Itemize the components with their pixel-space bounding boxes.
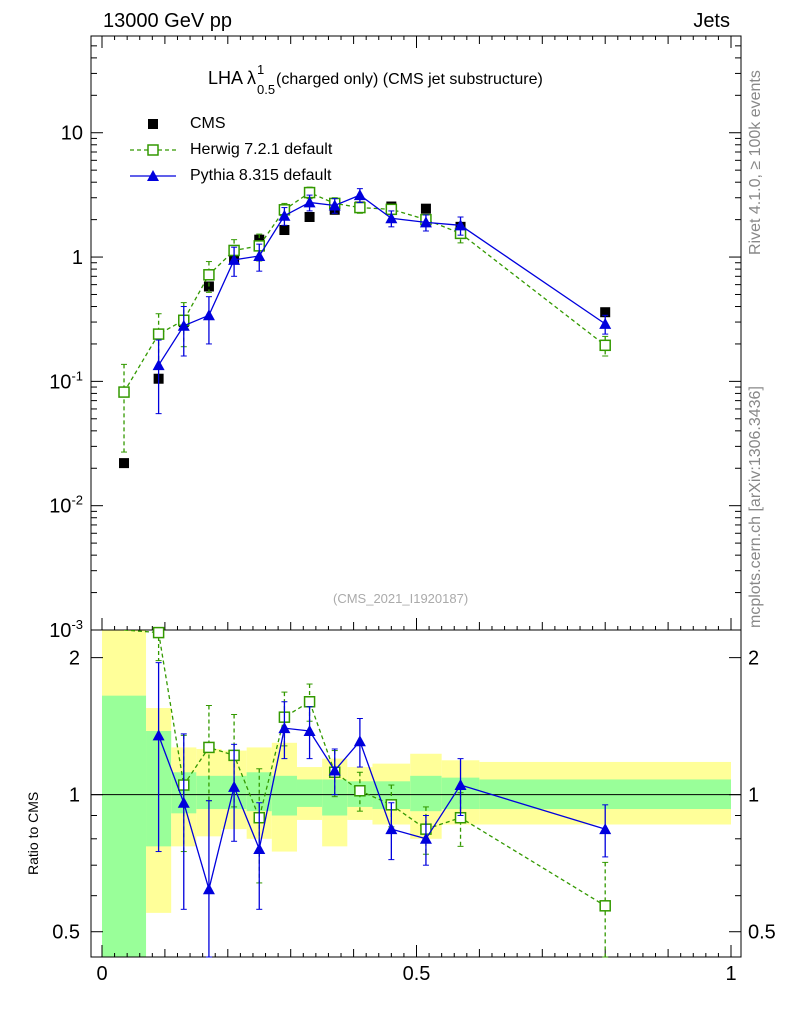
ratio-point-2 bbox=[303, 724, 316, 736]
ratio-point-1 bbox=[354, 785, 366, 797]
chart-title: LHA λ 1 0.5 (charged only) (CMS jet substru… bbox=[208, 62, 543, 97]
ratio-band-inner bbox=[410, 775, 442, 812]
data-point-2 bbox=[454, 219, 467, 231]
legend-marker-pythia bbox=[147, 170, 159, 181]
ratio-point-1 bbox=[152, 626, 165, 639]
ratio-point-2 bbox=[253, 842, 266, 854]
ratio-point-2 bbox=[419, 832, 432, 844]
title-sub: 0.5 bbox=[257, 82, 276, 97]
y-tick-label: 10 bbox=[61, 123, 83, 145]
y-tick-label: 10-1 bbox=[49, 368, 83, 393]
ratio-line-1 bbox=[123, 630, 606, 907]
data-point-2 bbox=[202, 309, 215, 321]
data-point-0 bbox=[119, 458, 130, 469]
ratio-point-2 bbox=[177, 796, 190, 808]
side-label-bottom: mcplots.cern.ch [arXiv:1306.3436] bbox=[747, 386, 764, 628]
data-point-2 bbox=[177, 319, 190, 331]
ratio-tick-label-right: 1 bbox=[748, 785, 759, 807]
ratio-point-1 bbox=[303, 696, 316, 708]
x-tick-label: 0.5 bbox=[403, 963, 431, 985]
data-point-2 bbox=[353, 189, 366, 201]
side-label-top: Rivet 4.1.0, ≥ 100k events bbox=[747, 70, 764, 255]
data-point-2 bbox=[599, 317, 612, 329]
y-tick-label: 1 bbox=[72, 247, 83, 269]
data-point-2 bbox=[328, 199, 341, 211]
data-point-2 bbox=[253, 249, 266, 261]
main-frame bbox=[90, 35, 742, 631]
data-point-2 bbox=[152, 359, 165, 371]
ratio-band-inner bbox=[271, 775, 297, 816]
data-point-0 bbox=[304, 211, 315, 222]
ratio-point-2 bbox=[454, 779, 467, 791]
title-sup: 1 bbox=[257, 62, 265, 77]
ratio-point-2 bbox=[328, 764, 341, 776]
y-tick-label: 10-2 bbox=[49, 493, 83, 518]
ratio-tick-label-left: 2 bbox=[69, 648, 80, 670]
legend-marker-herwig bbox=[147, 144, 159, 156]
header-right: Jets bbox=[693, 10, 730, 32]
ratio-point-2 bbox=[599, 823, 612, 835]
ratio-tick-label-right: 2 bbox=[748, 648, 759, 670]
ratio-y-axis-label: Ratio to CMS bbox=[25, 791, 41, 875]
ratio-point-2 bbox=[152, 729, 165, 741]
data-point-2 bbox=[228, 253, 241, 265]
ratio-tick-label-left: 1 bbox=[69, 785, 80, 807]
y-tick-label: 10-3 bbox=[49, 617, 83, 642]
legend-marker-cms bbox=[148, 119, 158, 129]
ratio-tick-label-right: 0.5 bbox=[748, 922, 776, 944]
ratio-point-2 bbox=[278, 722, 291, 734]
ratio-point-1 bbox=[203, 741, 215, 754]
x-tick-label: 1 bbox=[725, 963, 736, 985]
data-point-2 bbox=[303, 196, 316, 208]
ratio-point-2 bbox=[202, 883, 215, 895]
legend-label-herwig: Herwig 7.2.1 default bbox=[190, 141, 333, 158]
data-point-1 bbox=[599, 339, 611, 352]
ratio-point-2 bbox=[353, 735, 366, 747]
legend-label-cms: CMS bbox=[190, 115, 226, 132]
data-point-1 bbox=[354, 201, 366, 214]
series-line-2 bbox=[158, 194, 606, 366]
ratio-tick-label-left: 0.5 bbox=[52, 922, 80, 944]
ratio-point-2 bbox=[228, 780, 241, 792]
series-line-1 bbox=[123, 191, 606, 393]
ratio-band-inner bbox=[102, 695, 147, 957]
data-point-2 bbox=[385, 212, 398, 224]
title-rest: (charged only) (CMS jet substructure) bbox=[276, 71, 543, 88]
data-point-0 bbox=[600, 307, 611, 318]
analysis-id: (CMS_2021_I1920187) bbox=[333, 591, 469, 606]
data-point-0 bbox=[420, 203, 431, 214]
data-point-1 bbox=[152, 328, 165, 340]
ratio-point-2 bbox=[385, 823, 398, 835]
data-point-2 bbox=[278, 209, 291, 221]
data-point-0 bbox=[279, 225, 290, 236]
legend-label-pythia: Pythia 8.315 default bbox=[190, 167, 332, 184]
data-point-1 bbox=[203, 269, 215, 281]
data-point-1 bbox=[118, 386, 130, 398]
header-left: 13000 GeV pp bbox=[103, 10, 232, 32]
x-tick-label: 0 bbox=[96, 963, 107, 985]
ratio-point-1 bbox=[599, 900, 611, 912]
data-point-2 bbox=[419, 216, 432, 228]
ratio-band-inner bbox=[296, 779, 323, 807]
title-main: LHA λ bbox=[208, 68, 257, 88]
data-point-0 bbox=[254, 234, 265, 245]
